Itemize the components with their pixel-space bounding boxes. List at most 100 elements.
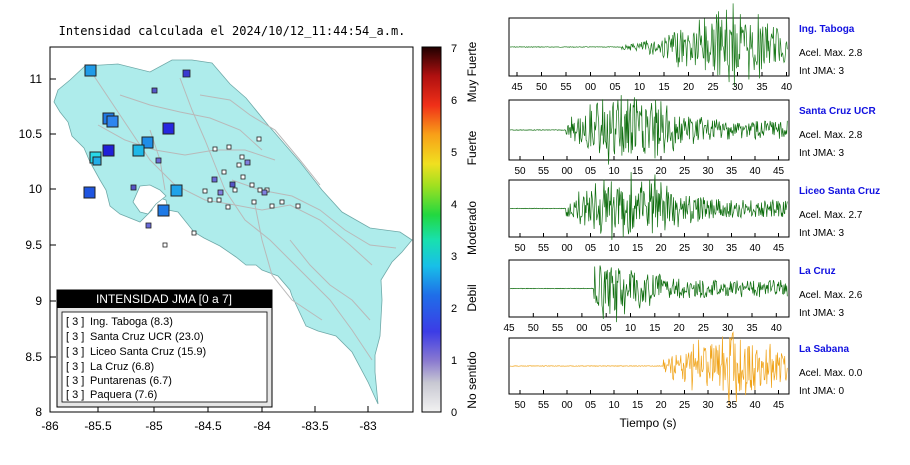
time-tick-label: 35 <box>726 243 738 254</box>
time-tick-label: 40 <box>781 82 793 93</box>
low-intensity-stations <box>130 69 268 229</box>
x-tick-label: -84.5 <box>194 419 222 433</box>
seismogram-panels: 45 50 55 00 05 10 15 20 25 30 35 40 Ing. Taboga Acel.… <box>503 3 880 411</box>
time-tick-label: 10 <box>608 166 620 177</box>
y-tick-label: 11 <box>30 72 43 86</box>
colorbar-tick: 7 <box>451 43 457 55</box>
colorbar-label: Muy Fuerte <box>465 41 479 102</box>
x-tick-label: -85.5 <box>84 419 112 433</box>
time-tick-label: 50 <box>514 166 526 177</box>
time-tick-label: 05 <box>585 243 597 254</box>
time-tick-label: 55 <box>538 243 550 254</box>
time-tick-label: 20 <box>655 400 667 411</box>
colorbar-tick: 6 <box>451 95 457 107</box>
time-tick-label: 00 <box>561 243 573 254</box>
legend-station: La Cruz (6.8) <box>90 361 154 373</box>
y-tick-label: 10 <box>29 182 43 196</box>
time-tick-label: 45 <box>773 166 785 177</box>
jma-intensity: Int JMA: 3 <box>799 148 844 159</box>
time-tick-label: 00 <box>585 82 597 93</box>
x-tick-label: -83.5 <box>301 419 329 433</box>
time-tick-label: 30 <box>702 166 714 177</box>
time-tick-label: 30 <box>732 82 744 93</box>
time-tick-label: 10 <box>634 82 646 93</box>
time-tick-label: 55 <box>538 166 550 177</box>
time-tick-label: 10 <box>608 243 620 254</box>
time-tick-label: 05 <box>585 400 597 411</box>
time-tick-label: 10 <box>608 400 620 411</box>
time-tick-label: 50 <box>514 243 526 254</box>
legend-station: Ing. Taboga (8.3) <box>90 316 173 328</box>
time-tick-label: 35 <box>756 82 768 93</box>
time-tick-label: 40 <box>771 323 783 334</box>
jma-intensity: Int JMA: 3 <box>799 228 844 239</box>
legend-title: INTENSIDAD JMA [0 a 7] <box>96 292 232 306</box>
time-tick-label: 50 <box>528 323 540 334</box>
time-tick-label: 05 <box>609 82 621 93</box>
x-tick-label: -86 <box>41 419 59 433</box>
time-tick-label: 30 <box>702 243 714 254</box>
time-tick-label: 00 <box>561 166 573 177</box>
time-tick-label: 00 <box>561 400 573 411</box>
jma-intensity: Int JMA: 3 <box>799 308 844 319</box>
peak-acceleration: Acel. Max. 2.8 <box>799 48 863 59</box>
colorbar-tick: 3 <box>451 251 457 263</box>
legend-level: [ 3 ] <box>66 361 84 373</box>
time-tick-label: 25 <box>707 82 719 93</box>
time-tick-label: 25 <box>698 323 710 334</box>
time-tick-label: 25 <box>679 400 691 411</box>
time-tick-label: 15 <box>649 323 661 334</box>
time-tick-label: 15 <box>658 82 670 93</box>
time-tick-label: 10 <box>625 323 637 334</box>
gulf-of-nicoya <box>132 184 167 215</box>
time-tick-label: 40 <box>749 166 761 177</box>
time-tick-label: 05 <box>585 166 597 177</box>
legend-station: Paquera (7.6) <box>90 389 157 401</box>
waveform <box>509 331 788 407</box>
y-tick-label: 8 <box>35 405 42 419</box>
colorbar-label: Moderado <box>465 201 479 255</box>
waveform <box>509 265 788 323</box>
x-tick-label: -84 <box>253 419 271 433</box>
y-tick-label: 8.5 <box>25 350 42 364</box>
map-y-axis: 11 10.5 10 9.5 9 8.5 8 <box>19 72 56 419</box>
peak-acceleration: Acel. Max. 0.0 <box>799 368 863 379</box>
jma-intensity: Int JMA: 3 <box>799 66 844 77</box>
time-tick-label: 05 <box>601 323 613 334</box>
time-axis-label: Tiempo (s) <box>620 416 677 430</box>
colorbar-tick: 4 <box>451 199 457 211</box>
legend-level: [ 3 ] <box>66 375 84 387</box>
time-tick-label: 15 <box>632 243 644 254</box>
legend-station: Liceo Santa Cruz (15.9) <box>90 346 206 358</box>
time-tick-label: 15 <box>632 400 644 411</box>
time-tick-label: 50 <box>536 82 548 93</box>
time-tick-label: 20 <box>683 82 695 93</box>
peak-acceleration: Acel. Max. 2.7 <box>799 210 863 221</box>
time-tick-label: 25 <box>679 166 691 177</box>
station-name: Ing. Taboga <box>799 24 855 35</box>
time-tick-label: 20 <box>655 243 667 254</box>
time-tick-label: 45 <box>773 400 785 411</box>
legend-level: [ 3 ] <box>66 346 84 358</box>
time-tick-label: 35 <box>746 323 758 334</box>
station-name: La Sabana <box>799 344 849 355</box>
waveform <box>509 171 788 240</box>
y-tick-label: 10.5 <box>19 127 43 141</box>
time-tick-label: 20 <box>655 166 667 177</box>
time-tick-label: 40 <box>749 400 761 411</box>
map-border <box>49 46 414 413</box>
legend-level: [ 3 ] <box>66 316 84 328</box>
time-tick-label: 45 <box>503 323 515 334</box>
jma-intensity: Int JMA: 0 <box>799 386 844 397</box>
time-tick-label: 55 <box>560 82 572 93</box>
seismogram-panel: 50 55 00 05 10 15 20 25 30 35 40 45 Liceo Santa Cruz… <box>508 171 880 254</box>
colorbar-tick: 0 <box>451 407 457 419</box>
time-tick-label: 40 <box>749 243 761 254</box>
time-tick-label: 20 <box>674 323 686 334</box>
time-tick-label: 30 <box>702 400 714 411</box>
seismogram-panel: 45 50 55 00 05 10 15 20 25 30 35 40 Ing. Taboga Acel.… <box>508 3 863 93</box>
colorbar-tick: 2 <box>451 303 457 315</box>
intensity-colorbar: 0 1 2 3 4 5 6 7 No sentido Debil Moderad… <box>421 41 479 419</box>
time-tick-label: 55 <box>552 323 564 334</box>
